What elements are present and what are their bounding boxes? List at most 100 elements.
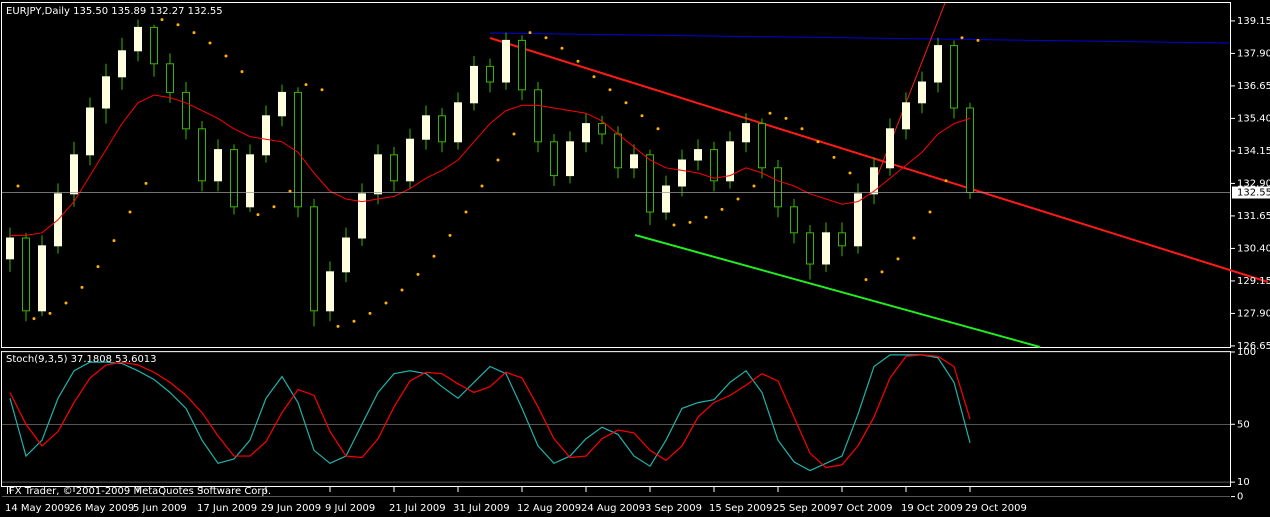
sar-dot [176, 23, 180, 27]
candle-body [246, 154, 254, 208]
candle-body [134, 26, 142, 52]
moving-average [10, 94, 971, 236]
candle-body [166, 63, 174, 93]
sar-dot [80, 285, 84, 289]
y-tick-label: 137.90 [1237, 48, 1270, 59]
main-panel-frame [1, 2, 1231, 348]
y-tick-label: 132.90 [1237, 178, 1270, 189]
candle-body [662, 185, 670, 213]
candle-body [854, 193, 862, 247]
candle-body [38, 245, 46, 312]
y-tick-label: 131.65 [1237, 211, 1270, 222]
sar-dot [688, 220, 692, 224]
candle-body [438, 115, 446, 143]
y-tick-label: 130.40 [1237, 243, 1270, 254]
x-tick-label: 14 May 2009 [5, 503, 70, 514]
candle-body [118, 50, 126, 78]
sar-dot [368, 311, 372, 315]
sar-dot [208, 41, 212, 45]
x-tick-label: 9 Jul 2009 [325, 503, 375, 514]
candle-body [182, 91, 190, 130]
candle-body [950, 45, 958, 109]
y-tick-label: 100 [1237, 347, 1256, 358]
sar-dot [432, 254, 436, 258]
sar-dot [240, 70, 244, 74]
sar-dot [816, 140, 820, 144]
sar-dot [960, 36, 964, 40]
sar-dot [800, 127, 804, 131]
sar-dot [448, 233, 452, 237]
candle-body [198, 128, 206, 182]
candle-body [486, 65, 494, 83]
candle-body [550, 141, 558, 177]
x-tick-label: 17 Jun 2009 [197, 503, 257, 514]
x-tick-label: 21 Jul 2009 [389, 503, 446, 514]
y-tick-label: 126.65 [1237, 341, 1270, 352]
candle-body [870, 167, 878, 195]
y-tick-label: 136.65 [1237, 81, 1270, 92]
sar-dot [752, 184, 756, 188]
support-trendline [634, 234, 1041, 348]
sar-dot [640, 114, 644, 118]
sar-dot [112, 239, 116, 243]
candle-body [518, 39, 526, 91]
candle-body [86, 107, 94, 156]
candle-body [646, 154, 654, 213]
x-tick-label: 19 Oct 2009 [901, 503, 963, 514]
candle-body [822, 232, 830, 265]
sar-dot [48, 311, 52, 315]
sar-dot [480, 184, 484, 188]
candle-body [630, 154, 638, 169]
y-tick-label: 135.40 [1237, 113, 1270, 124]
sar-dot [320, 88, 324, 92]
stoch-title: Stoch(9,3,5) 37.1808 53.6013 [6, 354, 157, 365]
sar-dot [976, 38, 980, 42]
candle-body [150, 26, 158, 65]
candle-body [406, 138, 414, 182]
candle-body [598, 123, 606, 135]
candle-body [214, 149, 222, 182]
candle-body [70, 154, 78, 195]
sar-dot [928, 210, 932, 214]
sar-dot [896, 257, 900, 261]
candle-body [310, 206, 318, 312]
candle-body [902, 102, 910, 130]
candle-body [726, 141, 734, 182]
sar-dot [912, 236, 916, 240]
y-tick-label: 10 [1237, 477, 1250, 488]
sar-dot [256, 213, 260, 217]
candle-body [294, 91, 302, 208]
candle-body [742, 123, 750, 143]
resistance-trendline [489, 37, 1269, 283]
sar-dot [352, 319, 356, 323]
x-tick-label: 15 Sep 2009 [709, 503, 772, 514]
x-tick-label: 26 May 2009 [69, 503, 134, 514]
sar-dot [560, 46, 564, 50]
candle-body [838, 232, 846, 247]
x-tick-label: 5 Jun 2009 [133, 503, 187, 514]
candle-body [326, 271, 334, 312]
sar-dot [528, 31, 532, 35]
candle-body [470, 65, 478, 104]
sar-dot [336, 324, 340, 328]
sar-dot [544, 36, 548, 40]
stoch-line [9, 354, 971, 469]
sar-dot [64, 301, 68, 305]
sar-dot [864, 278, 868, 282]
sar-dot [496, 158, 500, 162]
candle-body [374, 154, 382, 195]
y-tick-label: 129.15 [1237, 276, 1270, 287]
sar-dot [656, 127, 660, 131]
candle-body [262, 115, 270, 156]
last-price-box [1232, 186, 1270, 199]
candle-body [6, 237, 14, 260]
sar-dot [592, 75, 596, 79]
sar-dot [736, 197, 740, 201]
y-tick-label: 139.15 [1237, 16, 1270, 27]
sar-dot [672, 223, 676, 227]
horizontal-trendline [489, 32, 1231, 44]
candle-body [886, 128, 894, 169]
sar-dot [192, 31, 196, 35]
sar-dot [384, 301, 388, 305]
